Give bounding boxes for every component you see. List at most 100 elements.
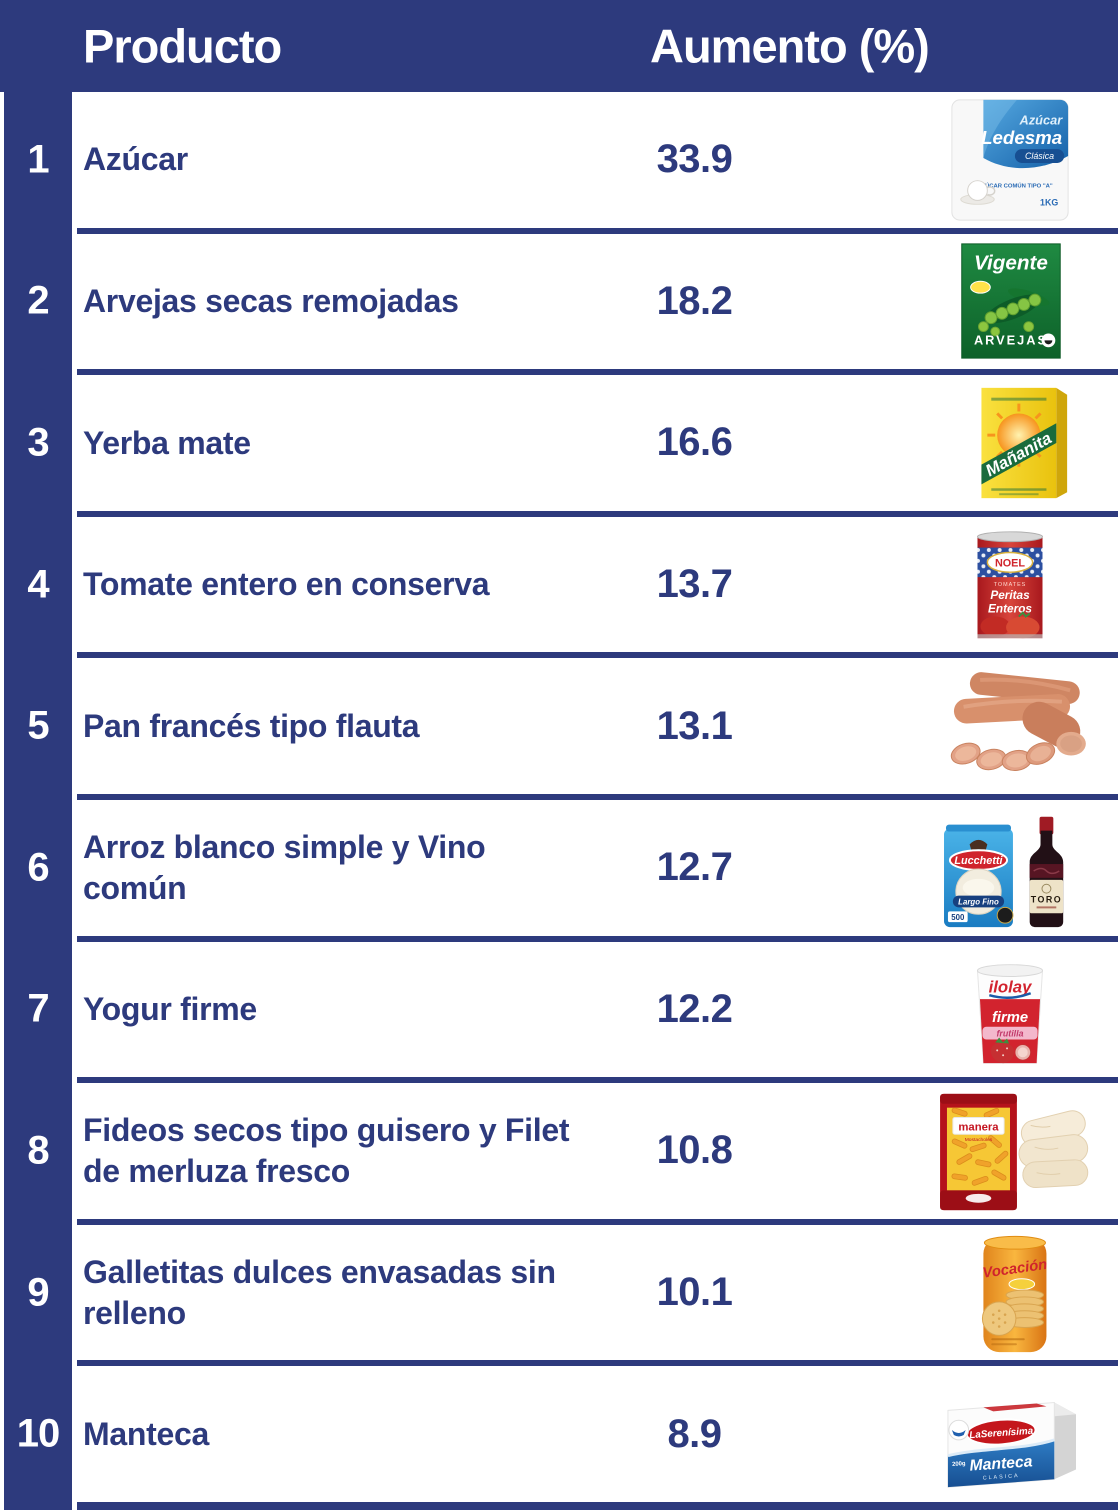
svg-text:Azúcar: Azúcar bbox=[1019, 112, 1064, 127]
row-divider bbox=[77, 935, 1118, 942]
table-header: Producto Aumento (%) bbox=[0, 0, 1118, 92]
product-name: Yogur firme bbox=[83, 990, 257, 1027]
product-image-cell: Lucchetti Largo Fino 500 bbox=[926, 803, 1094, 933]
svg-text:manera: manera bbox=[958, 1121, 999, 1133]
table-row: 7 Yogur firme 12.2 ilolay firme frutilla bbox=[0, 942, 1118, 1078]
product-name: Galletitas dulces envasadas sin relleno bbox=[83, 1253, 556, 1331]
increase-value: 16.6 bbox=[656, 420, 733, 465]
row-divider bbox=[77, 1077, 1118, 1084]
svg-text:LaSerenísima: LaSerenísima bbox=[969, 1426, 1034, 1441]
vocacion-biscuits-roll-image: Vocación bbox=[982, 1235, 1048, 1352]
svg-text:Ledesma: Ledesma bbox=[981, 127, 1062, 148]
svg-text:CLASICA: CLASICA bbox=[983, 1473, 1020, 1482]
svg-text:Lucchetti: Lucchetti bbox=[954, 855, 1003, 867]
increase-value: 33.9 bbox=[656, 137, 733, 182]
product-image-cell: LaSerenísima 200g Manteca CLASICA bbox=[926, 1369, 1094, 1499]
product-name: Azúcar bbox=[83, 141, 188, 178]
svg-text:AZÚCAR COMÚN TIPO "A": AZÚCAR COMÚN TIPO "A" bbox=[977, 182, 1053, 189]
table-row: 5 Pan francés tipo flauta 13.1 bbox=[0, 658, 1118, 794]
table-row: 4 Tomate entero en conserva 13.7 NOEL TO… bbox=[0, 517, 1118, 653]
increase-value: 12.7 bbox=[656, 845, 733, 890]
column-header-product: Producto bbox=[83, 19, 282, 73]
row-divider bbox=[77, 1218, 1118, 1225]
svg-text:frutilla: frutilla bbox=[996, 1029, 1023, 1039]
product-image-cell: ilolay firme frutilla bbox=[926, 944, 1094, 1074]
product-name: Tomate entero en conserva bbox=[83, 566, 490, 603]
svg-text:500: 500 bbox=[951, 913, 965, 922]
increase-value: 18.2 bbox=[656, 278, 733, 323]
svg-text:firme: firme bbox=[992, 1010, 1028, 1026]
product-image-cell bbox=[926, 661, 1094, 791]
product-name: Arroz blanco simple y Vino común bbox=[83, 828, 486, 906]
product-image-cell: Vocación bbox=[926, 1228, 1094, 1358]
increase-value: 8.9 bbox=[667, 1411, 722, 1456]
svg-text:NOEL: NOEL bbox=[995, 557, 1025, 569]
manera-pasta-hake-fillets-image: manera Mostacholes bbox=[940, 1093, 1089, 1211]
row-content: Arvejas secas remojadas 18.2 Vigente bbox=[77, 234, 1118, 370]
ilolay-yogurt-cup-image: ilolay firme frutilla bbox=[976, 964, 1044, 1065]
increase-value: 10.8 bbox=[656, 1128, 733, 1173]
product-name: Yerba mate bbox=[83, 424, 251, 461]
row-divider bbox=[77, 1360, 1118, 1367]
row-content: Tomate entero en conserva 13.7 NOEL TOMA… bbox=[77, 517, 1118, 653]
product-image-cell: Vigente ARVEJAS bbox=[926, 236, 1094, 366]
row-rank: 5 bbox=[27, 703, 49, 748]
row-content: Arroz blanco simple y Vino común 12.7 Lu… bbox=[77, 800, 1118, 936]
row-rank: 3 bbox=[27, 420, 49, 465]
svg-text:1KG: 1KG bbox=[1040, 197, 1058, 207]
row-content: Azúcar 33.9 Azúcar Ledesma Clásica AZÚCA… bbox=[77, 92, 1118, 228]
row-divider bbox=[77, 227, 1118, 234]
mananita-yerba-pack-image: Mañanita bbox=[981, 387, 1068, 499]
table-body: 1 Azúcar 33.9 Azúcar Ledesma Clásica AZÚ… bbox=[0, 92, 1118, 1510]
row-content: Galletitas dulces envasadas sin relleno … bbox=[77, 1225, 1118, 1361]
product-image-cell: Azúcar Ledesma Clásica AZÚCAR COMÚN TIPO… bbox=[926, 95, 1094, 225]
svg-text:TORO: TORO bbox=[1031, 894, 1062, 904]
increase-value: 13.7 bbox=[656, 562, 733, 607]
product-image-cell: Mañanita bbox=[926, 378, 1094, 508]
row-divider bbox=[77, 510, 1118, 517]
svg-text:Largo Fino: Largo Fino bbox=[958, 897, 999, 906]
product-name: Fideos secos tipo guisero y Filet de mer… bbox=[83, 1112, 570, 1189]
row-rank: 1 bbox=[27, 137, 49, 182]
svg-text:Mostacholes: Mostacholes bbox=[965, 1137, 993, 1143]
table-row: 10 Manteca 8.9 LaSerenísima bbox=[0, 1366, 1118, 1502]
table-row: 3 Yerba mate 16.6 bbox=[0, 375, 1118, 511]
row-content: Yerba mate 16.6 bbox=[77, 375, 1118, 511]
increase-value: 10.1 bbox=[656, 1270, 733, 1315]
increase-value: 13.1 bbox=[656, 703, 733, 748]
table-row: 1 Azúcar 33.9 Azúcar Ledesma Clásica AZÚ… bbox=[0, 92, 1118, 228]
row-rank: 6 bbox=[27, 845, 49, 890]
row-rank: 7 bbox=[27, 986, 49, 1031]
row-content: Manteca 8.9 LaSerenísima 200g bbox=[77, 1366, 1118, 1502]
table-row: 2 Arvejas secas remojadas 18.2 Vigente bbox=[0, 234, 1118, 370]
product-image-cell: NOEL TOMATES Peritas Enteros bbox=[926, 520, 1094, 650]
svg-text:TOMATES: TOMATES bbox=[994, 582, 1027, 588]
svg-text:Peritas: Peritas bbox=[990, 587, 1030, 601]
rank-column-strip bbox=[4, 0, 72, 1510]
svg-text:ARVEJAS: ARVEJAS bbox=[974, 333, 1048, 348]
vigente-peas-box-image: Vigente ARVEJAS bbox=[961, 243, 1061, 360]
row-rank: 8 bbox=[27, 1128, 49, 1173]
svg-text:Clásica: Clásica bbox=[1025, 151, 1054, 161]
increase-value: 12.2 bbox=[656, 986, 733, 1031]
noel-tomato-can-image: NOEL TOMATES Peritas Enteros bbox=[977, 530, 1043, 638]
row-divider bbox=[77, 369, 1118, 376]
row-rank: 9 bbox=[27, 1270, 49, 1315]
lucchetti-rice-toro-wine-image: Lucchetti Largo Fino 500 bbox=[944, 816, 1064, 927]
svg-text:Enteros: Enteros bbox=[988, 601, 1032, 615]
column-header-increase: Aumento (%) bbox=[650, 19, 930, 73]
table-row: 6 Arroz blanco simple y Vino común 12.7 … bbox=[0, 800, 1118, 936]
svg-text:Vigente: Vigente bbox=[974, 252, 1048, 275]
product-name: Manteca bbox=[83, 1415, 209, 1452]
product-image-cell: manera Mostacholes bbox=[926, 1086, 1094, 1216]
svg-text:200g: 200g bbox=[952, 1461, 966, 1468]
row-content: Pan francés tipo flauta 13.1 bbox=[77, 658, 1118, 794]
row-rank: 4 bbox=[27, 562, 49, 607]
product-name: Arvejas secas remojadas bbox=[83, 282, 459, 319]
svg-text:Manteca: Manteca bbox=[969, 1453, 1033, 1474]
vienna-sausages-image bbox=[950, 672, 1086, 772]
row-content: Yogur firme 12.2 ilolay firme frutilla bbox=[77, 942, 1118, 1078]
product-name: Pan francés tipo flauta bbox=[83, 707, 420, 744]
table-row: 9 Galletitas dulces envasadas sin rellen… bbox=[0, 1225, 1118, 1361]
la-serenisima-butter-pack-image: LaSerenísima 200g Manteca CLASICA bbox=[947, 1402, 1076, 1488]
